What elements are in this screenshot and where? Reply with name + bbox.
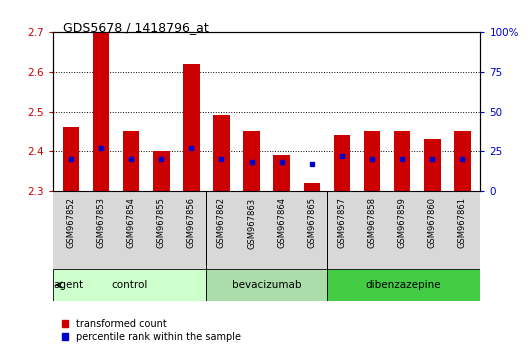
Text: GSM967856: GSM967856 <box>187 198 196 249</box>
Text: GSM967863: GSM967863 <box>247 198 256 249</box>
Bar <box>327 269 480 301</box>
Text: GDS5678 / 1418796_at: GDS5678 / 1418796_at <box>63 21 209 34</box>
Bar <box>304 183 320 191</box>
Bar <box>424 139 440 191</box>
Bar <box>183 64 200 191</box>
Bar <box>274 155 290 191</box>
Bar <box>364 131 380 191</box>
Bar <box>123 131 139 191</box>
Text: GSM967858: GSM967858 <box>367 198 376 249</box>
Bar <box>63 127 79 191</box>
Text: dibenzazepine: dibenzazepine <box>366 280 441 290</box>
Bar <box>334 135 350 191</box>
Bar <box>454 131 470 191</box>
Bar <box>53 269 206 301</box>
Text: GSM967860: GSM967860 <box>428 198 437 249</box>
Bar <box>213 115 230 191</box>
Text: GSM967864: GSM967864 <box>277 198 286 249</box>
Text: GSM967852: GSM967852 <box>67 198 76 248</box>
Text: agent: agent <box>53 280 83 290</box>
Bar <box>394 131 410 191</box>
Text: GSM967862: GSM967862 <box>217 198 226 249</box>
Text: control: control <box>111 280 148 290</box>
Text: GSM967861: GSM967861 <box>458 198 467 249</box>
Bar <box>153 152 169 191</box>
Text: GSM967857: GSM967857 <box>337 198 346 249</box>
Text: bevacizumab: bevacizumab <box>232 280 301 290</box>
Text: GSM967865: GSM967865 <box>307 198 316 249</box>
Legend: transformed count, percentile rank within the sample: transformed count, percentile rank withi… <box>58 315 245 346</box>
Bar <box>206 269 327 301</box>
Bar <box>243 131 260 191</box>
Bar <box>93 32 109 191</box>
Text: GSM967854: GSM967854 <box>127 198 136 248</box>
Text: GSM967853: GSM967853 <box>97 198 106 249</box>
Text: GSM967859: GSM967859 <box>398 198 407 248</box>
Text: GSM967855: GSM967855 <box>157 198 166 248</box>
